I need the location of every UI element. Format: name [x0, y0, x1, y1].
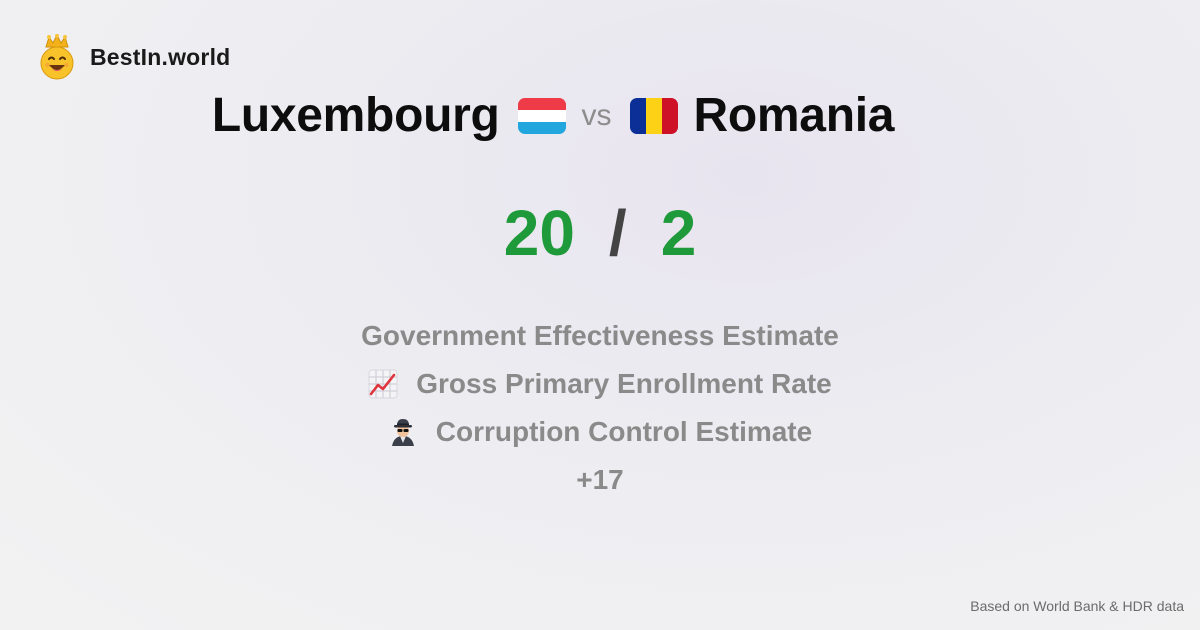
metric-label: Corruption Control Estimate: [435, 416, 813, 447]
metric-item[interactable]: Corruption Control Estimate: [388, 408, 812, 456]
left-score: 20: [503, 197, 575, 269]
metric-label: Gross Primary Enrollment Rate: [416, 368, 832, 399]
luxembourg-flag-icon: [517, 98, 566, 134]
more-metrics-count[interactable]: +17: [576, 464, 624, 495]
metrics-list: Government Effectiveness Estimate Gross …: [0, 312, 1200, 504]
score-separator: /: [608, 197, 627, 269]
metric-item[interactable]: Gross Primary Enrollment Rate: [368, 360, 832, 408]
left-country-name[interactable]: Luxembourg: [211, 89, 500, 142]
metric-label: Government Effectiveness Estimate: [361, 320, 839, 351]
right-country-name[interactable]: Romania: [693, 89, 895, 142]
score: 20 / 2: [0, 196, 1200, 270]
brand-name: BestIn.world: [90, 43, 231, 70]
comparison-title: Luxembourg vs Romania: [0, 86, 1153, 146]
detective-icon: [391, 419, 414, 446]
brand[interactable]: BestIn.world: [38, 34, 230, 80]
vs-label: vs: [581, 99, 612, 132]
romania-flag-icon: [629, 98, 678, 134]
chart-increasing-icon: [368, 369, 398, 399]
right-score: 2: [660, 197, 697, 269]
data-source-note: Based on World Bank & HDR data: [970, 598, 1184, 614]
crowned-smiley-icon: [40, 34, 74, 80]
metric-item[interactable]: Government Effectiveness Estimate: [361, 312, 839, 360]
